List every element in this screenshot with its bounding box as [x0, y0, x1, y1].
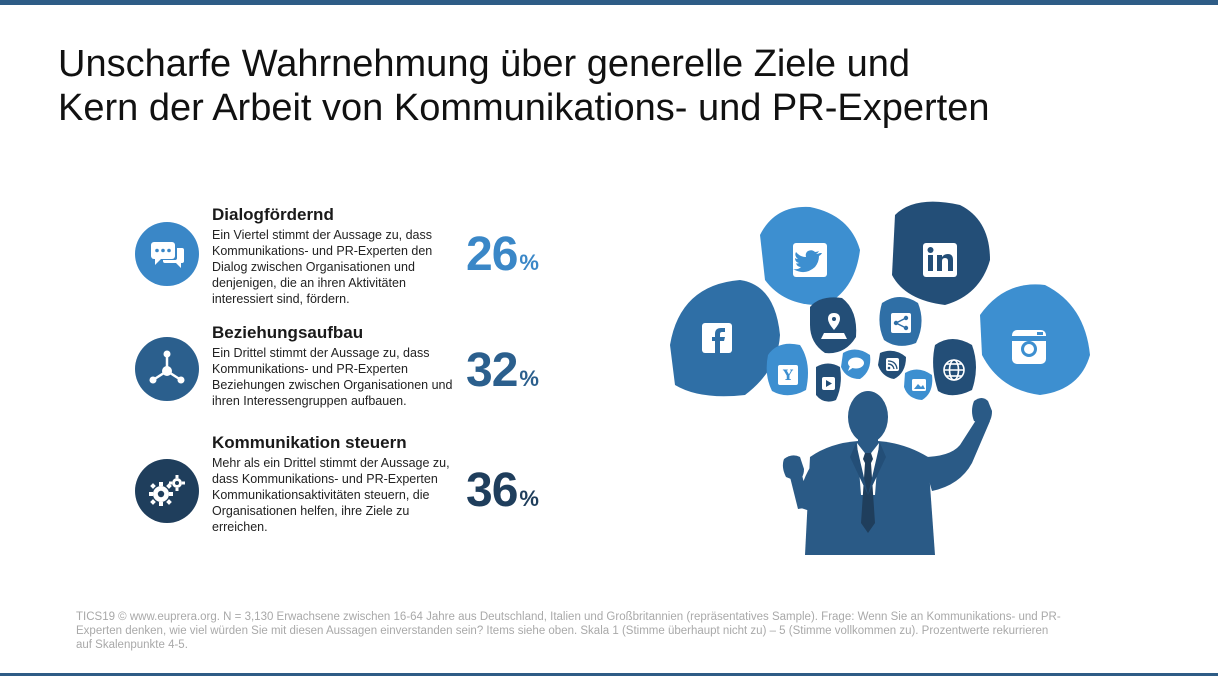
footnote: TICS19 © www.euprera.org. N = 3,130 Erwa… [76, 611, 1061, 651]
social-media-illustration: Y [660, 195, 1100, 565]
percentage-number: 32 [466, 344, 518, 397]
slide-title: Unscharfe Wahrnehmung über generelle Zie… [58, 42, 1188, 130]
facebook-icon [702, 323, 732, 353]
percentage-value: 36% [466, 463, 539, 518]
rss-icon [886, 358, 899, 371]
item-description: Ein Viertel stimmt der Aussage zu, dass … [212, 228, 433, 306]
percentage-value: 32% [466, 343, 539, 398]
globe-icon [943, 359, 965, 381]
percentage-number: 26 [466, 228, 518, 281]
stat-item-relationship: Beziehungsaufbau Ein Drittel stimmt der … [130, 323, 570, 443]
percentage-value: 26% [466, 227, 539, 282]
left-lapel [850, 443, 868, 495]
chat-icon [848, 357, 864, 371]
item-description: Ein Drittel stimmt der Aussage zu, dass … [212, 346, 453, 408]
twitter-icon [793, 243, 827, 277]
chat-bubbles-icon [135, 222, 199, 286]
item-heading: Kommunikation steuern [212, 433, 407, 452]
item-heading: Beziehungsaufbau [212, 323, 364, 342]
svg-text:Y: Y [782, 368, 794, 384]
item-heading: Dialogfördernd [212, 205, 334, 224]
percentage-unit: % [519, 486, 539, 511]
top-border-line [0, 0, 1218, 5]
percentage-unit: % [519, 366, 539, 391]
right-lapel [868, 443, 886, 495]
image-icon [912, 379, 926, 391]
title-line-1: Unscharfe Wahrnehmung über generelle Zie… [58, 43, 910, 85]
instagram-icon [1012, 330, 1046, 364]
share-icon [891, 313, 911, 333]
tie [861, 453, 875, 533]
item-description: Mehr als ein Drittel stimmt der Aussage … [212, 456, 450, 534]
youtube-icon [822, 377, 835, 390]
globe-petal [933, 339, 976, 396]
stat-item-dialog: Dialogfördernd Ein Viertel stimmt der Au… [130, 205, 570, 325]
percentage-number: 36 [466, 464, 518, 517]
bottom-border-line [0, 673, 1218, 676]
title-line-2: Kern der Arbeit von Kommunikations- und … [58, 87, 990, 129]
gears-icon [135, 459, 199, 523]
percentage-unit: % [519, 250, 539, 275]
yahoo-icon: Y [778, 365, 798, 385]
network-icon [135, 337, 199, 401]
map-pin-icon [821, 313, 847, 339]
stat-item-steering: Kommunikation steuern Mehr als ein Dritt… [130, 433, 570, 553]
businessman-silhouette [782, 391, 992, 555]
linkedin-icon [923, 243, 957, 277]
